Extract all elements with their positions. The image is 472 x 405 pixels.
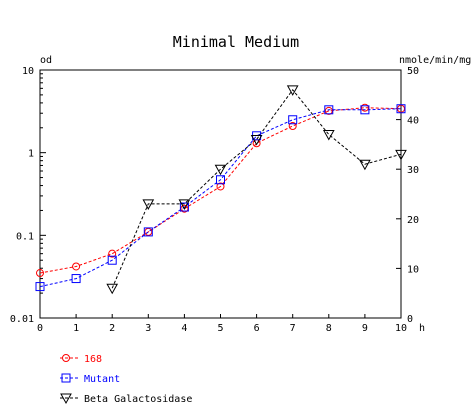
- data-point-2: [359, 159, 371, 171]
- plot-area: [39, 69, 402, 319]
- chart-title: Minimal Medium: [173, 33, 299, 51]
- legend-marker: [60, 393, 72, 405]
- series-markers: [35, 85, 407, 295]
- data-point-1: [288, 115, 298, 125]
- data-point-2: [106, 283, 119, 295]
- data-point-1: [179, 202, 189, 212]
- legend-label: 168: [84, 354, 102, 365]
- right-axis-label: nmole/min/mg: [399, 55, 471, 66]
- x-tick-label: 8: [326, 323, 332, 334]
- x-tick-label: 0: [37, 323, 43, 334]
- data-point-1: [143, 227, 153, 237]
- right-tick-label: 40: [407, 116, 419, 127]
- data-point-2: [250, 134, 263, 146]
- data-point-1: [396, 104, 406, 114]
- data-point-0: [216, 182, 225, 191]
- x-tick-label: 5: [217, 323, 223, 334]
- data-point-2: [214, 164, 227, 176]
- data-point-0: [72, 262, 81, 271]
- data-point-2: [286, 85, 299, 96]
- data-point-2: [395, 149, 407, 161]
- x-tick-label: 2: [109, 323, 115, 334]
- legend: 168 Mutant Beta Galactosidase: [60, 354, 192, 405]
- series-line-0: [39, 107, 402, 274]
- right-tick-label: 50: [407, 66, 419, 77]
- data-point-1: [216, 175, 225, 185]
- data-point-1: [71, 274, 81, 284]
- series-line-2: [111, 88, 402, 289]
- x-tick-label: 10: [395, 323, 407, 334]
- left-tick-label: 10: [22, 66, 34, 77]
- data-point-1: [324, 105, 334, 115]
- left-tick-label: 0.01: [10, 314, 34, 325]
- data-point-1: [107, 255, 117, 265]
- x-tick-label: 9: [362, 323, 368, 334]
- legend-label: Mutant: [84, 374, 120, 385]
- left-tick-label: 0.1: [16, 231, 34, 242]
- left-tick-label: 1: [28, 149, 34, 160]
- right-tick-label: 20: [407, 215, 419, 226]
- x-tick-label: 3: [145, 323, 151, 334]
- right-tick-label: 0: [407, 314, 413, 325]
- x-tick-label: 7: [290, 323, 296, 334]
- x-tick-label: 4: [181, 323, 187, 334]
- x-unit-label: h: [419, 323, 425, 334]
- data-point-2: [322, 129, 335, 141]
- legend-marker: [61, 373, 71, 383]
- data-point-1: [35, 282, 45, 292]
- data-point-2: [178, 199, 191, 210]
- x-tick-label: 6: [254, 323, 260, 334]
- data-point-0: [288, 122, 297, 131]
- data-point-0: [108, 249, 117, 258]
- series-line-1: [39, 108, 402, 288]
- legend-label: Beta Galactosidase: [84, 394, 192, 405]
- right-tick-label: 30: [407, 165, 419, 176]
- data-point-0: [36, 269, 44, 278]
- series-lines: [39, 88, 402, 289]
- legend-marker: [62, 354, 70, 362]
- right-tick-label: 10: [407, 264, 419, 275]
- x-tick-label: 1: [73, 323, 79, 334]
- data-point-2: [142, 199, 155, 210]
- data-point-1: [360, 105, 370, 115]
- left-axis-label: od: [40, 55, 52, 66]
